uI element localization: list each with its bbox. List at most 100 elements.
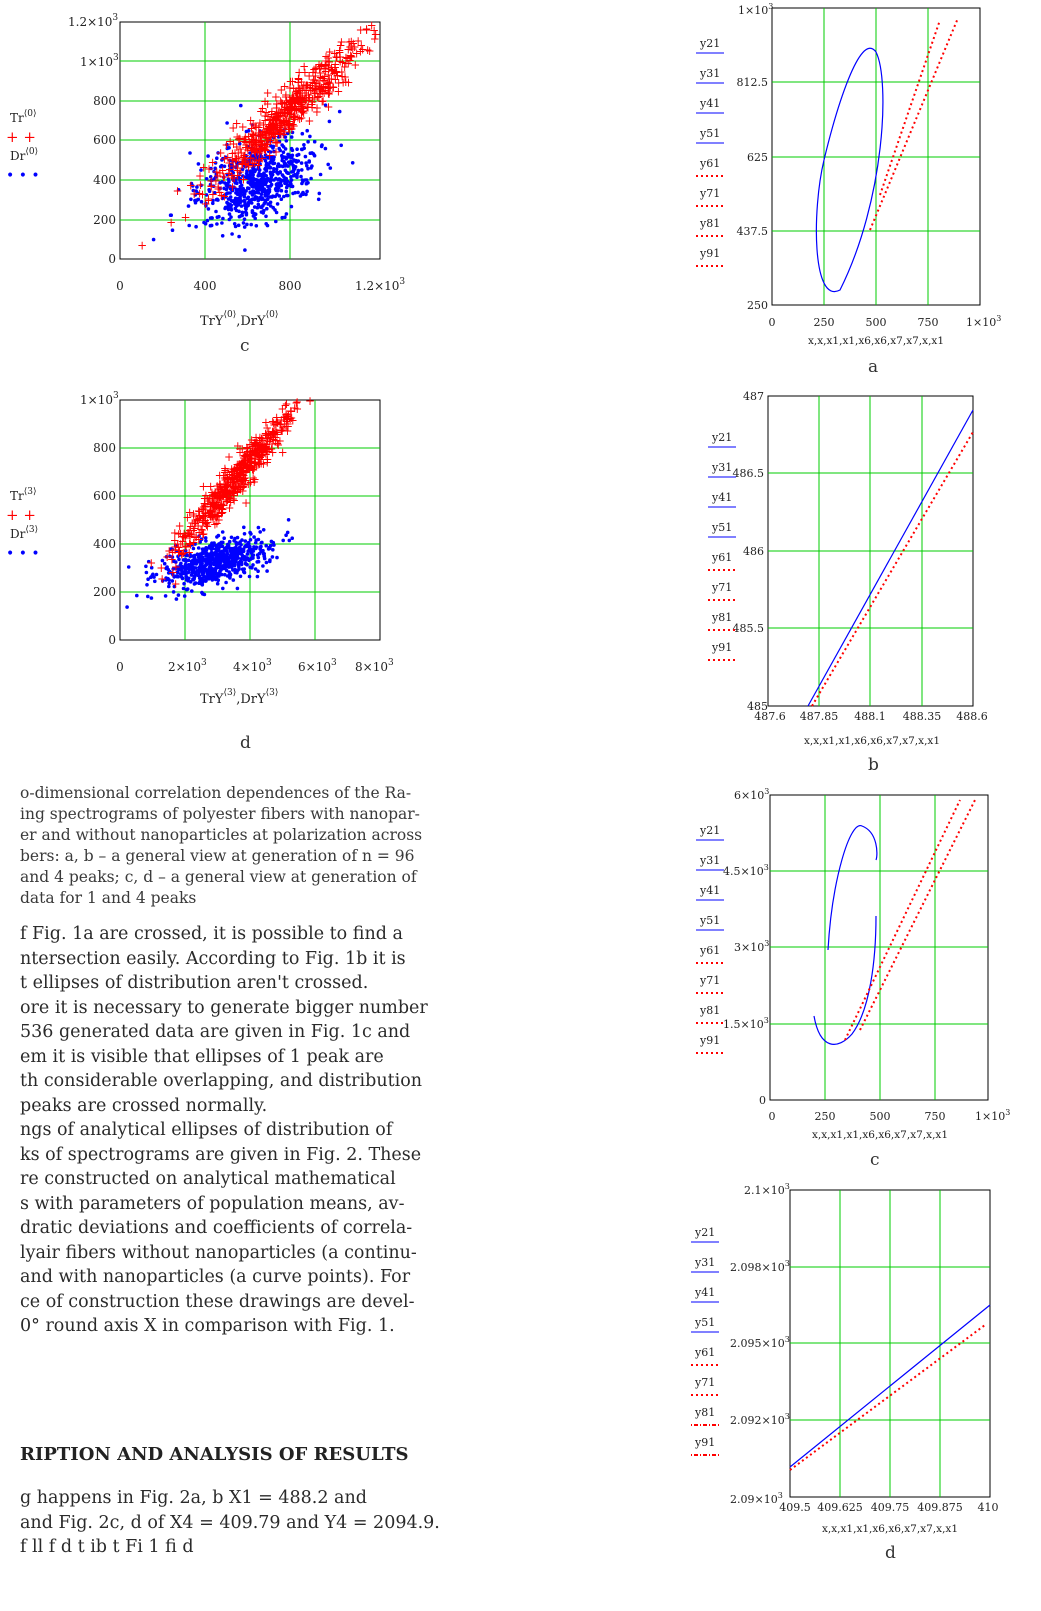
scatter-point-tr: + [225,163,235,177]
scatter-point-dr [253,567,258,571]
scatter-point-dr [189,181,194,186]
scatter-point-tr: + [259,142,269,156]
scatter-point-dr [246,557,251,561]
plot-c-legend-tr-marker: + + [6,128,36,146]
plot-rc-blue-ellipse-lower [813,915,877,1045]
scatter-point-dr [294,174,299,178]
scatter-point-tr: + [233,150,243,164]
scatter-point-dr [251,176,255,180]
scatter-point-dr [268,165,272,170]
scatter-point-dr [234,176,238,181]
scatter-point-tr: + [290,111,300,125]
plot-d-xtick-1: 2×103 [168,658,207,674]
scatter-point-tr: + [195,186,205,200]
scatter-point-tr: + [341,75,351,89]
plot-rc-ytick-0: 0 [759,1094,766,1107]
scatter-point-dr [188,580,193,584]
scatter-point-tr: + [328,80,338,94]
scatter-point-dr [223,155,228,159]
scatter-point-dr [253,195,258,199]
scatter-point-tr: + [137,239,147,253]
scatter-point-tr: + [327,64,337,78]
scatter-point-dr [226,177,231,182]
scatter-point-dr [250,146,254,150]
scatter-point-tr: + [334,44,344,58]
scatter-point-dr [247,161,251,166]
scatter-point-tr: + [263,97,273,111]
scatter-point-tr: + [330,47,340,61]
scatter-point-dr [196,191,200,196]
scatter-point-dr [267,546,272,551]
legend-rd-3: y51 [694,1316,715,1329]
scatter-point-dr [284,212,289,216]
scatter-point-dr [182,594,187,598]
scatter-point-dr [290,130,295,135]
scatter-point-dr [283,181,287,185]
plot-rb-ytick-3: 486.5 [733,467,765,480]
scatter-point-dr [243,558,248,562]
scatter-point-tr: + [299,59,309,73]
scatter-point-tr: + [238,158,248,172]
left-letter-c: c [240,336,250,356]
scatter-point-dr [221,540,225,545]
scatter-point-dr [217,548,221,553]
scatter-point-dr [272,167,276,171]
scatter-point-dr [262,173,267,178]
scatter-point-dr [193,581,198,585]
scatter-point-tr: + [296,105,306,119]
plot-rd-xtick-1: 409.625 [817,1501,863,1514]
scatter-point-dr [215,581,220,586]
scatter-point-dr [214,552,219,556]
scatter-point-tr: + [298,92,308,106]
scatter-point-tr: + [283,101,293,115]
plot-c-ytick-5: 1×103 [80,53,119,69]
scatter-point-tr: + [189,187,199,201]
scatter-point-tr: + [265,118,275,132]
scatter-point-tr: + [330,61,340,75]
scatter-point-dr [225,191,230,195]
ellipse-plot-b: 485 485.5 486 486.5 487 487.6 487.85 488… [708,390,988,747]
scatter-point-tr: + [319,61,329,75]
scatter-point-dr [205,218,210,223]
scatter-point-tr: + [260,128,270,142]
scatter-point-dr [227,559,231,563]
scatter-point-dr [274,167,279,171]
scatter-point-tr: + [237,155,247,169]
scatter-point-dr [195,185,199,189]
scatter-point-dr [264,163,269,167]
plot-rd-ytick-3: 2.098×103 [730,1259,790,1274]
scatter-point-tr: + [268,127,278,141]
scatter-point-dr [275,192,279,197]
scatter-point-tr: + [291,101,301,115]
scatter-point-tr: + [219,170,229,184]
scatter-point-dr [295,147,299,151]
scatter-point-dr [239,199,243,204]
scatter-point-tr: + [293,93,303,107]
plot-rb-xtick-3: 488.35 [903,710,942,723]
scatter-point-tr: + [278,109,288,123]
scatter-point-dr [217,563,222,568]
legend-rd-7: y91 [694,1436,715,1449]
scatter-point-tr: + [240,157,250,171]
scatter-point-dr [245,562,249,567]
right-letter-b: b [868,755,879,775]
scatter-point-dr [255,574,260,579]
scatter-point-dr [186,204,191,208]
scatter-point-dr [228,555,233,560]
plot-c-ytick-2: 400 [93,173,116,187]
plot-ra-xtick-4: 1×103 [966,314,1001,329]
scatter-point-dr [255,553,260,557]
plot-d-legend-dr: Dr⟨3⟩ [10,525,38,541]
scatter-point-dr [272,149,276,154]
scatter-point-tr: + [266,122,276,136]
scatter-point-tr: + [241,133,251,147]
scatter-point-tr: + [261,125,271,139]
scatter-point-dr [153,579,157,584]
scatter-point-dr [245,144,250,149]
plot-c-xtick-3: 1.2×103 [355,277,405,293]
scatter-point-dr [265,569,269,573]
scatter-point-dr [187,223,191,228]
legend-rc-0: y21 [699,824,720,837]
scatter-point-tr: + [244,458,254,472]
